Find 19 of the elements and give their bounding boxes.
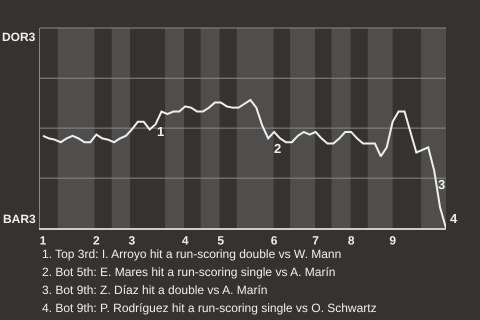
text: 2. Bot 5th: E. Mares hit a run-scoring single vs A. Marín [42,265,336,279]
x-tick-label: 6 [270,233,278,248]
x-tick-label: 4 [182,233,189,248]
annotation: 2 [274,141,282,156]
text: DOR3 [2,30,36,44]
annotation: 1 [157,124,164,139]
x-tick-label: 2 [92,233,100,248]
text: 4. Bot 9th: P. Rodríguez hit a run-scoring single vs O. Schwartz [42,301,377,315]
x-tick-label: 9 [389,233,396,248]
text: 1. Top 3rd: I. Arroyo hit a run-scoring double vs W. Mann [42,247,342,261]
x-tick-label: 5 [217,233,224,248]
x-tick-label: 3 [128,233,136,248]
x-tick-label: 8 [348,233,355,248]
text: BAR3 [3,212,36,226]
text: 3. Bot 9th: Z. Díaz hit a double vs A. Marín [42,283,268,297]
text: 4 [450,211,458,226]
x-tick-label: 1 [40,233,47,248]
annotation: 3 [438,177,446,192]
x-tick-label: 7 [312,233,320,248]
